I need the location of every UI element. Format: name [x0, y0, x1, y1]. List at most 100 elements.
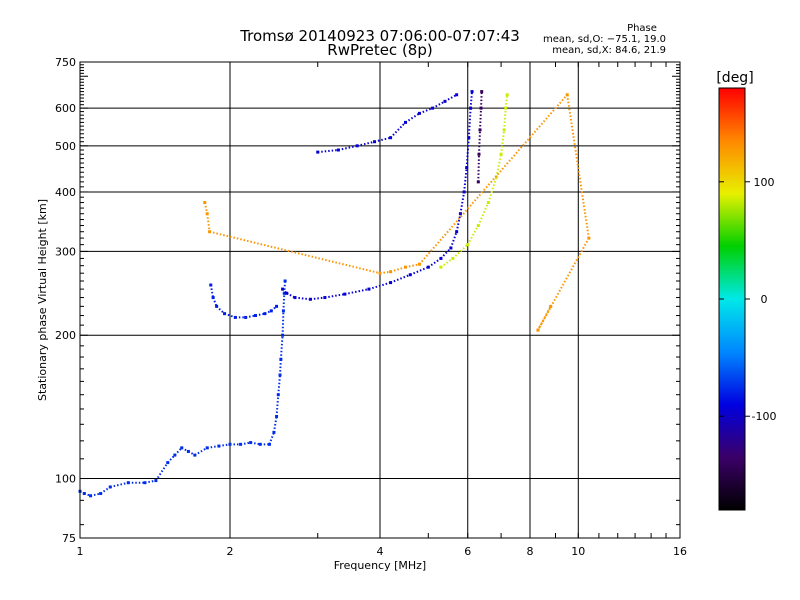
trace-segment	[275, 394, 280, 417]
trace-segment	[264, 309, 272, 315]
trace-segment	[487, 176, 498, 203]
grid-lines	[80, 62, 680, 538]
colorbar-tick-label: -100	[752, 410, 777, 423]
trace-segment	[344, 288, 370, 296]
trace-segment	[368, 281, 391, 291]
trace-segment	[174, 447, 183, 456]
trace-segment	[389, 121, 407, 139]
trace-segment	[390, 273, 411, 284]
x-tick-label: 1	[77, 545, 84, 558]
colorbar-label: [deg]	[716, 70, 753, 86]
axis-ticks: 1 2 4 6 8 10 16 75 100 200 300 400 500 600 750	[55, 56, 687, 558]
trace-segment	[432, 100, 446, 110]
y-tick-label: 500	[55, 140, 76, 153]
trace-segment	[155, 462, 169, 482]
y-axis-label: Stationary phase Virtual Height [km]	[36, 199, 49, 401]
y-tick-label: 600	[55, 102, 76, 115]
trace-segment	[209, 230, 381, 275]
colorbar-ticks: 100 0 -100	[719, 176, 776, 423]
trace-segment	[444, 93, 458, 103]
trace-segment	[270, 305, 278, 312]
trace-segment	[206, 213, 211, 232]
x-tick-label: 6	[464, 545, 471, 558]
trace-segment	[281, 310, 285, 336]
phase-stats-x: mean, sd,X: 84.6, 21.9	[552, 45, 666, 56]
data-points	[78, 90, 591, 498]
colorbar-tick-label: 0	[761, 293, 768, 306]
x-axis-label: Frequency [MHz]	[334, 559, 426, 572]
trace-segment	[480, 91, 483, 109]
data-point	[275, 304, 279, 308]
trace-segment	[500, 129, 506, 155]
trace-segment	[279, 359, 282, 376]
trace-segment	[465, 137, 470, 168]
x-tick-label: 4	[377, 545, 384, 558]
phase-stats-title: Phase	[627, 23, 657, 34]
trace-segment	[477, 202, 490, 226]
trace-segment	[504, 94, 509, 109]
phase-stats-o: mean, sd,O: −75.1, 19.0	[543, 34, 666, 45]
trace-segment	[282, 293, 286, 311]
trace-segment	[467, 108, 472, 138]
trace-segment	[418, 94, 568, 265]
chart-subtitle: RwPretec (8p)	[327, 41, 432, 59]
trace-segment	[477, 129, 482, 155]
data-point	[505, 93, 509, 97]
trace-segment	[83, 492, 91, 497]
trace-segment	[469, 91, 474, 109]
trace-segment	[440, 257, 454, 268]
trace-segment	[245, 314, 256, 319]
trace-segment	[356, 140, 375, 147]
trace-segment	[181, 446, 189, 453]
plot-frame	[79, 61, 681, 539]
trace-segment	[279, 335, 284, 360]
trace-segment	[79, 490, 85, 495]
trace-segment	[503, 108, 507, 130]
trace-segment	[281, 288, 288, 294]
x-tick-label: 2	[227, 545, 234, 558]
trace-segment	[286, 292, 296, 299]
trace-segment	[427, 257, 442, 268]
trace-segment	[459, 191, 466, 214]
trace-segment	[419, 107, 433, 115]
trace-segment	[477, 154, 480, 182]
data-point	[283, 279, 287, 283]
trace-segment	[310, 296, 325, 301]
trace-segment	[187, 450, 196, 456]
trace-segment	[463, 167, 468, 193]
trace-segment	[449, 231, 458, 249]
trace-segment	[250, 441, 261, 446]
y-tick-label: 200	[55, 329, 76, 342]
trace-segment	[390, 266, 406, 273]
y-tick-label: 750	[55, 56, 76, 69]
trace-segment	[405, 263, 420, 269]
trace-segment	[209, 284, 215, 298]
y-tick-label: 300	[55, 245, 76, 258]
trace-segment	[537, 305, 552, 331]
data-point	[480, 90, 484, 94]
trace-segment	[440, 247, 452, 260]
trace-segment	[268, 432, 275, 445]
data-point	[470, 90, 474, 94]
y-tick-label: 400	[55, 186, 76, 199]
trace-segment	[479, 108, 483, 130]
trace-segment	[272, 416, 278, 433]
x-tick-label: 8	[527, 545, 534, 558]
x-tick-label: 10	[571, 545, 585, 558]
colorbar-tick-label: 100	[754, 176, 775, 189]
trace-segment	[194, 446, 208, 456]
trace-segment	[212, 297, 218, 307]
trace-segment	[110, 481, 129, 488]
data-point	[455, 93, 459, 97]
trace-segment	[255, 312, 266, 317]
trace-segment	[495, 154, 503, 178]
trace-segment	[374, 136, 391, 143]
trace-segment	[466, 225, 480, 246]
trace-segment	[455, 213, 462, 232]
y-tick-label: 75	[62, 532, 76, 545]
chart-title: Tromsø 20140923 07:06:00-07:07:43	[239, 27, 520, 45]
x-tick-label: 16	[673, 545, 687, 558]
trace-segment	[294, 296, 311, 301]
